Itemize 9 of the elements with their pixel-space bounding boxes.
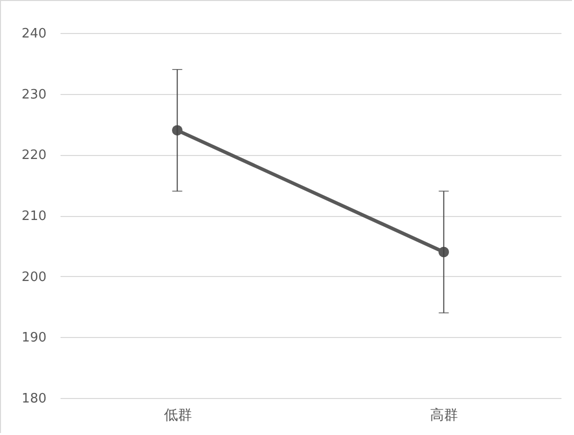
y-tick-label: 240 <box>22 26 46 42</box>
y-tick-label: 200 <box>22 270 46 285</box>
y-tick-label: 220 <box>22 148 46 164</box>
y-tick-label: 230 <box>22 87 46 102</box>
y-tick-label: 210 <box>22 209 46 224</box>
x-tick-label: 高群 <box>430 408 458 424</box>
y-tick-label: 180 <box>22 392 46 406</box>
x-tick-label: 低群 <box>164 408 192 424</box>
y-tick-label: 190 <box>22 330 46 346</box>
